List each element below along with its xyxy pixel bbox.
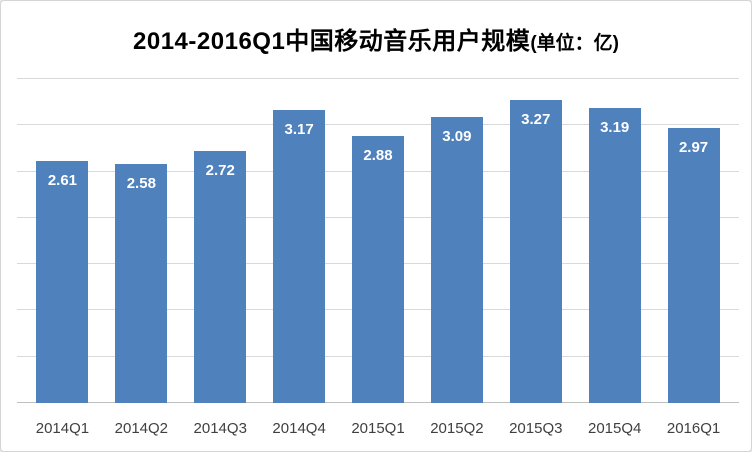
bar-2015Q4: 3.19 (588, 107, 641, 403)
bar-value-label: 3.09 (442, 127, 472, 145)
chart-title-unit: (单位：亿) (530, 33, 619, 54)
x-axis-label-2014Q4: 2014Q4 (272, 420, 326, 437)
x-axis-label-2014Q3: 2014Q3 (193, 420, 247, 437)
bar-value-label: 3.19 (600, 118, 630, 136)
bar-value-label: 2.72 (205, 162, 235, 180)
gridline (17, 124, 739, 126)
bar-2014Q4: 3.17 (273, 109, 326, 403)
bar-value-label: 2.58 (126, 175, 156, 193)
bar-2014Q1: 2.61 (36, 161, 89, 403)
bar-slot: 3.09 (417, 79, 496, 403)
bar-slot: 3.17 (260, 79, 339, 403)
chart-title-text: 2014-2016Q1中国移动音乐用户规模 (133, 28, 531, 55)
x-axis-labels: 2014Q1 2014Q2 2014Q3 2014Q4 2015Q1 2015Q2 2015… (17, 420, 739, 437)
bar-slot: 2.97 (654, 79, 733, 403)
x-axis-label-2015Q1: 2015Q1 (351, 420, 405, 437)
bar-2014Q3: 2.72 (194, 151, 247, 403)
bar-slot: 2.61 (23, 79, 102, 403)
bar-slot: 3.19 (575, 79, 654, 403)
x-axis-label-2015Q3: 2015Q3 (509, 420, 563, 437)
x-axis-label-2016Q1: 2016Q1 (666, 420, 721, 437)
x-axis-label-2015Q2: 2015Q2 (430, 420, 484, 437)
bar-slot: 3.27 (496, 79, 575, 403)
bar-value-label: 2.61 (47, 172, 78, 190)
bar-value-label: 2.88 (363, 147, 393, 165)
bar-value-label: 2.97 (678, 139, 709, 157)
x-axis-label-2015Q4: 2015Q4 (587, 420, 642, 437)
gridline (17, 78, 739, 79)
bar-2015Q2: 3.09 (430, 116, 483, 403)
x-axis-label-2014Q2: 2014Q2 (114, 420, 169, 437)
chart-title: 2014-2016Q1中国移动音乐用户规模(单位：亿) (1, 1, 751, 71)
bar-2015Q3: 3.27 (509, 100, 562, 403)
plot-area: 2.61 2.58 2.72 3.17 2.88 3.09 3.27 3.19 2.97 (17, 78, 739, 403)
bar-2014Q2: 2.58 (115, 164, 168, 403)
bar-value-label: 3.27 (521, 111, 551, 129)
bar-2016Q1: 2.97 (667, 128, 720, 403)
bar-slot: 2.72 (181, 79, 260, 403)
bar-value-label: 3.17 (284, 120, 314, 138)
bar-slot: 2.88 (339, 79, 418, 403)
x-axis-label-2014Q1: 2014Q1 (35, 420, 90, 437)
bar-series: 2.61 2.58 2.72 3.17 2.88 3.09 3.27 3.19 2.97 (17, 79, 739, 403)
bar-slot: 2.58 (102, 79, 181, 403)
bar-2015Q1: 2.88 (351, 136, 405, 403)
